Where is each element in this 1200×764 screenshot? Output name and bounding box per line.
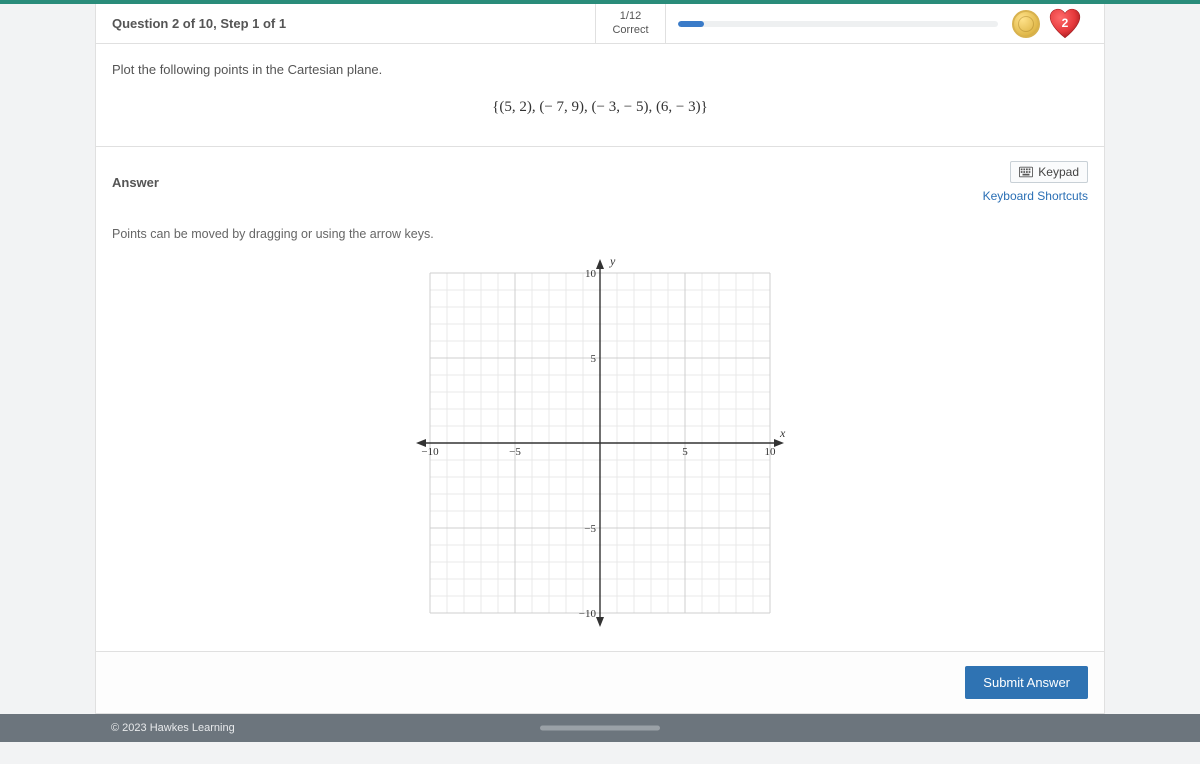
keypad-label: Keypad xyxy=(1038,165,1079,179)
main-panel: Question 2 of 10, Step 1 of 1 1/12 Corre… xyxy=(95,4,1105,714)
footer: © 2023 Hawkes Learning xyxy=(0,714,1200,742)
svg-text:5: 5 xyxy=(591,353,597,365)
svg-text:10: 10 xyxy=(765,446,777,458)
keypad-button[interactable]: Keypad xyxy=(1010,161,1088,183)
svg-text:−5: −5 xyxy=(509,446,521,458)
answer-title: Answer xyxy=(112,175,983,190)
answer-header: Answer Keypad Keyboard Shortcuts xyxy=(96,147,1104,207)
svg-text:y: y xyxy=(609,255,616,268)
svg-text:x: x xyxy=(779,426,786,440)
keypad-icon xyxy=(1019,166,1033,178)
progress-fill xyxy=(678,21,704,27)
svg-text:−10: −10 xyxy=(421,446,439,458)
action-bar: Submit Answer xyxy=(96,651,1104,713)
answer-tools: Keypad Keyboard Shortcuts xyxy=(983,161,1088,203)
score-fraction: 1/12 xyxy=(596,10,665,23)
copyright: © 2023 Hawkes Learning xyxy=(111,722,235,734)
svg-text:−10: −10 xyxy=(579,608,597,620)
score-status: Correct xyxy=(596,24,665,37)
progress-track xyxy=(678,21,998,27)
cartesian-plane[interactable]: −10 −10 −5 −5 5 5 10 10 y x xyxy=(412,255,788,631)
problem-points-set: {(5, 2), (− 7, 9), (− 3, − 5), (6, − 3)} xyxy=(112,99,1088,116)
svg-text:5: 5 xyxy=(682,446,688,458)
graph-area: −10 −10 −5 −5 5 5 10 10 y x xyxy=(96,249,1104,651)
progress-area: 2 xyxy=(666,7,1104,41)
lives-heart[interactable]: 2 xyxy=(1048,7,1082,41)
submit-button[interactable]: Submit Answer xyxy=(965,666,1088,699)
keyboard-shortcuts-link[interactable]: Keyboard Shortcuts xyxy=(983,189,1088,203)
problem-area: Plot the following points in the Cartesi… xyxy=(96,44,1104,147)
footer-scrollbar[interactable] xyxy=(540,726,660,731)
question-progress-label: Question 2 of 10, Step 1 of 1 xyxy=(96,4,596,43)
svg-text:−5: −5 xyxy=(584,523,596,535)
lives-count: 2 xyxy=(1062,16,1069,30)
coin-icon[interactable] xyxy=(1012,10,1040,38)
svg-text:10: 10 xyxy=(585,268,597,280)
drag-hint: Points can be moved by dragging or using… xyxy=(96,207,1104,249)
problem-instruction: Plot the following points in the Cartesi… xyxy=(112,62,1088,77)
header-row: Question 2 of 10, Step 1 of 1 1/12 Corre… xyxy=(96,4,1104,44)
score-box: 1/12 Correct xyxy=(596,4,666,43)
